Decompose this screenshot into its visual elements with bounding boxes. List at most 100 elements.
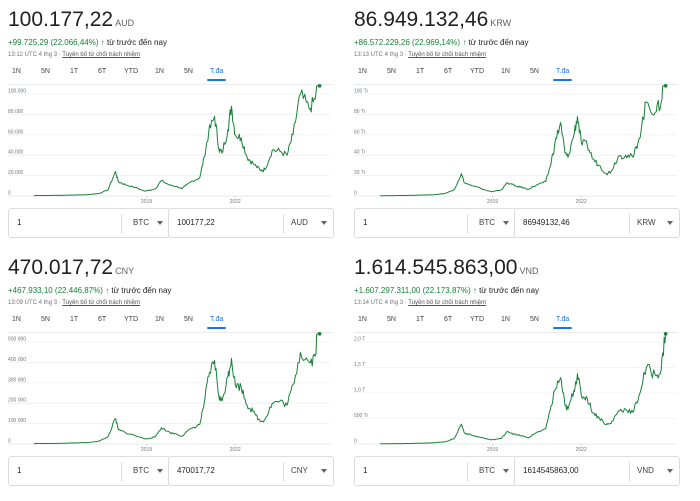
box-separator xyxy=(629,214,630,234)
range-tab-7[interactable]: T.đa xyxy=(206,316,227,329)
from-amount-input[interactable]: 1 xyxy=(17,218,22,227)
to-currency-select[interactable]: CNY xyxy=(291,466,308,475)
range-tab-3[interactable]: 6T xyxy=(444,316,453,323)
range-tab-3[interactable]: 6T xyxy=(98,68,107,75)
range-tab-7[interactable]: T.đa xyxy=(552,68,573,81)
price-value: 1.614.545.863,00 xyxy=(354,256,518,279)
change-since-label: từ trước đến nay xyxy=(479,286,540,295)
range-tab-3[interactable]: 6T xyxy=(444,68,453,75)
range-tab-1[interactable]: 5N xyxy=(41,68,50,75)
to-amount-input[interactable]: 100177,22 xyxy=(177,218,215,227)
price-chart[interactable]: 500 000 400 000 300 000 200 000 100 000 0 2019… xyxy=(8,332,332,453)
disclaimer-link[interactable]: Tuyên bố từ chối trách nhiệm xyxy=(62,52,141,58)
from-currency-select[interactable]: BTC xyxy=(133,218,149,227)
y-tick-label: 0 xyxy=(8,191,11,197)
y-tick-label: 100.000 xyxy=(8,89,26,95)
timestamp-row: 13:14 UTC 4 thg 3 · Tuyên bố từ chối trá… xyxy=(354,300,486,306)
from-amount-input[interactable]: 1 xyxy=(17,466,22,475)
range-tab-6[interactable]: 5N xyxy=(530,316,539,323)
x-tick-label: 2022 xyxy=(230,447,241,453)
price-display: 470.017,72 CNY xyxy=(8,256,134,280)
disclaimer-link[interactable]: Tuyên bố từ chối trách nhiệm xyxy=(408,300,487,306)
range-tab-6[interactable]: 5N xyxy=(530,68,539,75)
timestamp: 13:09 UTC 4 thg 3 xyxy=(8,300,58,306)
to-amount-box: 86949132,46 KRW xyxy=(514,208,680,238)
price-chart[interactable]: 100.000 80.000 60.000 40.000 20.000 0 2019 2022 xyxy=(8,84,332,205)
from-currency-select[interactable]: BTC xyxy=(479,218,495,227)
range-tab-2[interactable]: 1T xyxy=(70,68,79,75)
y-tick-label: 1,5 T xyxy=(354,362,365,368)
price-chart[interactable]: 100 Tr 80 Tr 60 Tr 40 Tr 20 Tr 0 2019 2022 xyxy=(354,84,678,205)
box-separator xyxy=(283,214,284,234)
current-price-dot xyxy=(663,332,668,336)
range-tab-7[interactable]: T.đa xyxy=(552,316,573,329)
range-tab-3[interactable]: 6T xyxy=(98,316,107,323)
range-tab-0[interactable]: 1N xyxy=(358,68,367,75)
range-tab-4[interactable]: YTD xyxy=(124,316,138,323)
range-tab-0[interactable]: 1N xyxy=(12,68,21,75)
caret-down-icon xyxy=(157,469,163,473)
range-tab-5[interactable]: 1N xyxy=(155,316,164,323)
disclaimer-link[interactable]: Tuyên bố từ chối trách nhiệm xyxy=(408,52,487,58)
box-separator xyxy=(121,214,122,234)
from-currency-select[interactable]: BTC xyxy=(479,466,495,475)
x-tick-label: 2019 xyxy=(141,199,152,205)
y-tick-label: 40.000 xyxy=(8,150,24,156)
range-tab-0[interactable]: 1N xyxy=(12,316,21,323)
from-amount-input[interactable]: 1 xyxy=(363,218,368,227)
change-since-label: từ trước đến nay xyxy=(111,286,172,295)
range-tab-4[interactable]: YTD xyxy=(470,68,484,75)
range-tab-6[interactable]: 5N xyxy=(184,316,193,323)
to-amount-input[interactable]: 1614545863,00 xyxy=(523,466,579,475)
to-currency-select[interactable]: KRW xyxy=(637,218,656,227)
arrow-up-icon: ↑ xyxy=(470,286,480,295)
to-currency-select[interactable]: AUD xyxy=(291,218,308,227)
currency-converter: 1 BTC 100177,22 AUD xyxy=(8,208,334,238)
currency-panel-cny: 470.017,72 CNY +467.933,10 (22.446,87%) ↑ … xyxy=(8,256,348,501)
caret-down-icon xyxy=(503,221,509,225)
tabs-divider xyxy=(8,84,332,85)
currency-panel-krw: 86.949.132,46 KRW +86.572.229,26 (22.969,1… xyxy=(354,8,694,256)
range-tab-2[interactable]: 1T xyxy=(70,316,79,323)
box-separator xyxy=(467,462,468,482)
range-tab-5[interactable]: 1N xyxy=(501,68,510,75)
from-amount-box: 1 BTC xyxy=(354,208,516,238)
from-amount-input[interactable]: 1 xyxy=(363,466,368,475)
to-amount-input[interactable]: 86949132,46 xyxy=(523,218,570,227)
y-tick-label: 1,0 T xyxy=(354,388,365,394)
to-currency-select[interactable]: VND xyxy=(637,466,654,475)
range-tab-5[interactable]: 1N xyxy=(155,68,164,75)
y-tick-label: 200 000 xyxy=(8,398,26,404)
arrow-up-icon: ↑ xyxy=(102,286,112,295)
box-separator xyxy=(121,462,122,482)
range-tab-0[interactable]: 1N xyxy=(358,316,367,323)
range-tab-1[interactable]: 5N xyxy=(387,316,396,323)
caret-down-icon xyxy=(321,221,327,225)
current-price-dot xyxy=(663,84,668,88)
price-currency: CNY xyxy=(115,266,135,276)
range-tab-7[interactable]: T.đa xyxy=(206,68,227,81)
disclaimer-link[interactable]: Tuyên bố từ chối trách nhiệm xyxy=(62,300,141,306)
range-tab-5[interactable]: 1N xyxy=(501,316,510,323)
range-tab-1[interactable]: 5N xyxy=(41,316,50,323)
x-tick-label: 2019 xyxy=(487,447,498,453)
timestamp: 13:14 UTC 4 thg 3 xyxy=(354,300,404,306)
range-tab-2[interactable]: 1T xyxy=(416,316,425,323)
timestamp: 13:13 UTC 4 thg 3 xyxy=(354,52,404,58)
range-tab-6[interactable]: 5N xyxy=(184,68,193,75)
range-tab-2[interactable]: 1T xyxy=(416,68,425,75)
change-since-label: từ trước đến nay xyxy=(468,38,529,47)
currency-panel-aud: 100.177,22 AUD +99.725,29 (22.066,44%) ↑ t… xyxy=(8,8,348,256)
price-value: 86.949.132,46 xyxy=(354,8,489,31)
price-chart[interactable]: 2,0 T 1,5 T 1,0 T 500 Tr 0 2019 2022 xyxy=(354,332,678,453)
range-tab-4[interactable]: YTD xyxy=(470,316,484,323)
from-amount-box: 1 BTC xyxy=(8,208,170,238)
y-tick-label: 20 Tr xyxy=(354,170,366,176)
price-line xyxy=(379,333,667,445)
range-tab-1[interactable]: 5N xyxy=(387,68,396,75)
from-currency-select[interactable]: BTC xyxy=(133,466,149,475)
x-tick-label: 2019 xyxy=(141,447,152,453)
x-tick-label: 2022 xyxy=(576,199,587,205)
range-tab-4[interactable]: YTD xyxy=(124,68,138,75)
to-amount-input[interactable]: 470017,72 xyxy=(177,466,215,475)
